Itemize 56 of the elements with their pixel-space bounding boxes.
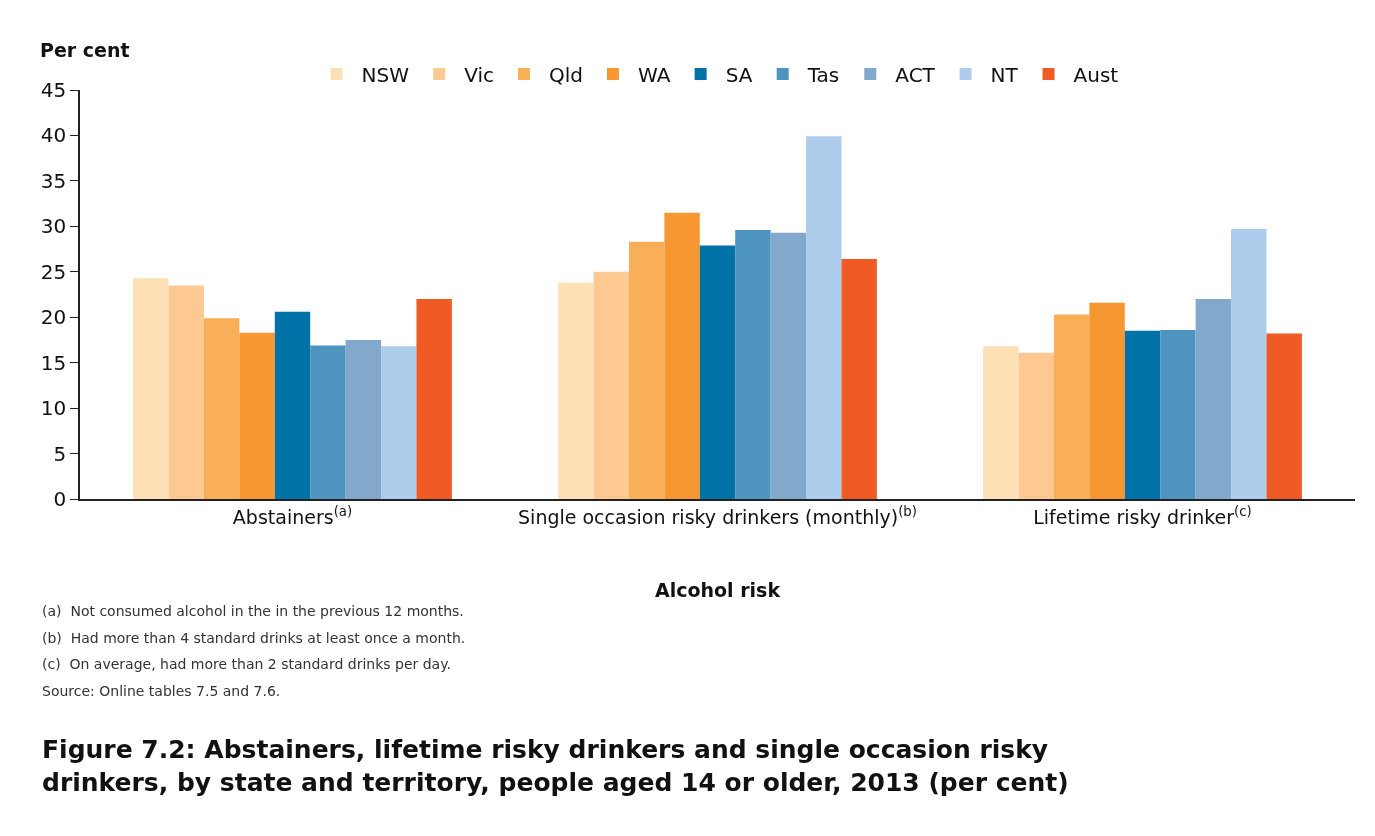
bar [133,278,169,499]
y-tick-label: 45 [40,78,67,102]
y-tick-label: 5 [53,441,67,466]
y-tick-label: 15 [40,350,67,375]
x-axis-title: Alcohol risk [655,579,781,601]
bar [664,212,700,499]
bar [1231,229,1267,499]
bar [1018,352,1054,499]
bar [1266,333,1302,499]
legend-label: Qld [548,62,583,87]
bar [983,346,1019,499]
legend-label: WA [637,62,671,87]
bar [699,245,736,499]
y-tick-label: 40 [40,123,67,148]
bar [203,318,240,499]
bar [593,271,629,499]
bar [841,259,877,499]
bar [806,136,842,499]
legend-label: Vic [464,62,494,87]
y-tick-label: 10 [40,396,67,421]
bar [345,339,382,499]
x-tick-label: Abstainers$^{(a)}$ [232,503,353,528]
source-note: Source: Online tables 7.5 and 7.6. [42,683,281,699]
bar [381,346,417,499]
bar [239,332,275,499]
bar [628,241,665,499]
bar [735,229,771,499]
bar [1195,299,1232,499]
y-tick-label: 30 [40,214,67,239]
y-axis-title: Per cent [40,39,130,61]
bar [1124,330,1161,499]
legend-label: Tas [806,62,840,87]
bar [770,232,807,499]
bar [1089,302,1125,499]
x-tick-label: Lifetime risky drinker$^{(c)}$ [1033,503,1252,528]
legend-label: ACT [895,62,936,87]
bar [168,285,204,499]
text: (b) Had more than 4 standard drinks at least once a month. [42,630,466,646]
bar [274,311,311,499]
legend-label: NSW [361,62,410,87]
legend-label: NT [990,62,1019,87]
text: (a) Not consumed alcohol in the in the previous 12 months. [42,603,464,619]
bar [558,282,594,499]
bar [1053,314,1090,499]
y-tick-label: 20 [40,305,67,330]
text: Figure 7.2: Abstainers, lifetime risky drinkers and single occasion risky drinkers, by state and territory, people aged 14 or older, 2013 (per cent) [42,735,1069,797]
text: (c) On average, had more than 2 standard drinks per day. [42,656,451,672]
legend-label: SA [725,62,753,87]
bar [416,299,452,499]
bar [1160,329,1196,499]
y-tick-label: 0 [53,487,67,511]
y-tick-label: 35 [40,168,67,193]
x-tick-label: Single occasion risky drinkers (monthly)$^{(b)}$ [518,503,917,528]
legend-label: Aust [1073,62,1119,87]
bar [310,345,346,499]
y-tick-label: 25 [40,259,67,284]
